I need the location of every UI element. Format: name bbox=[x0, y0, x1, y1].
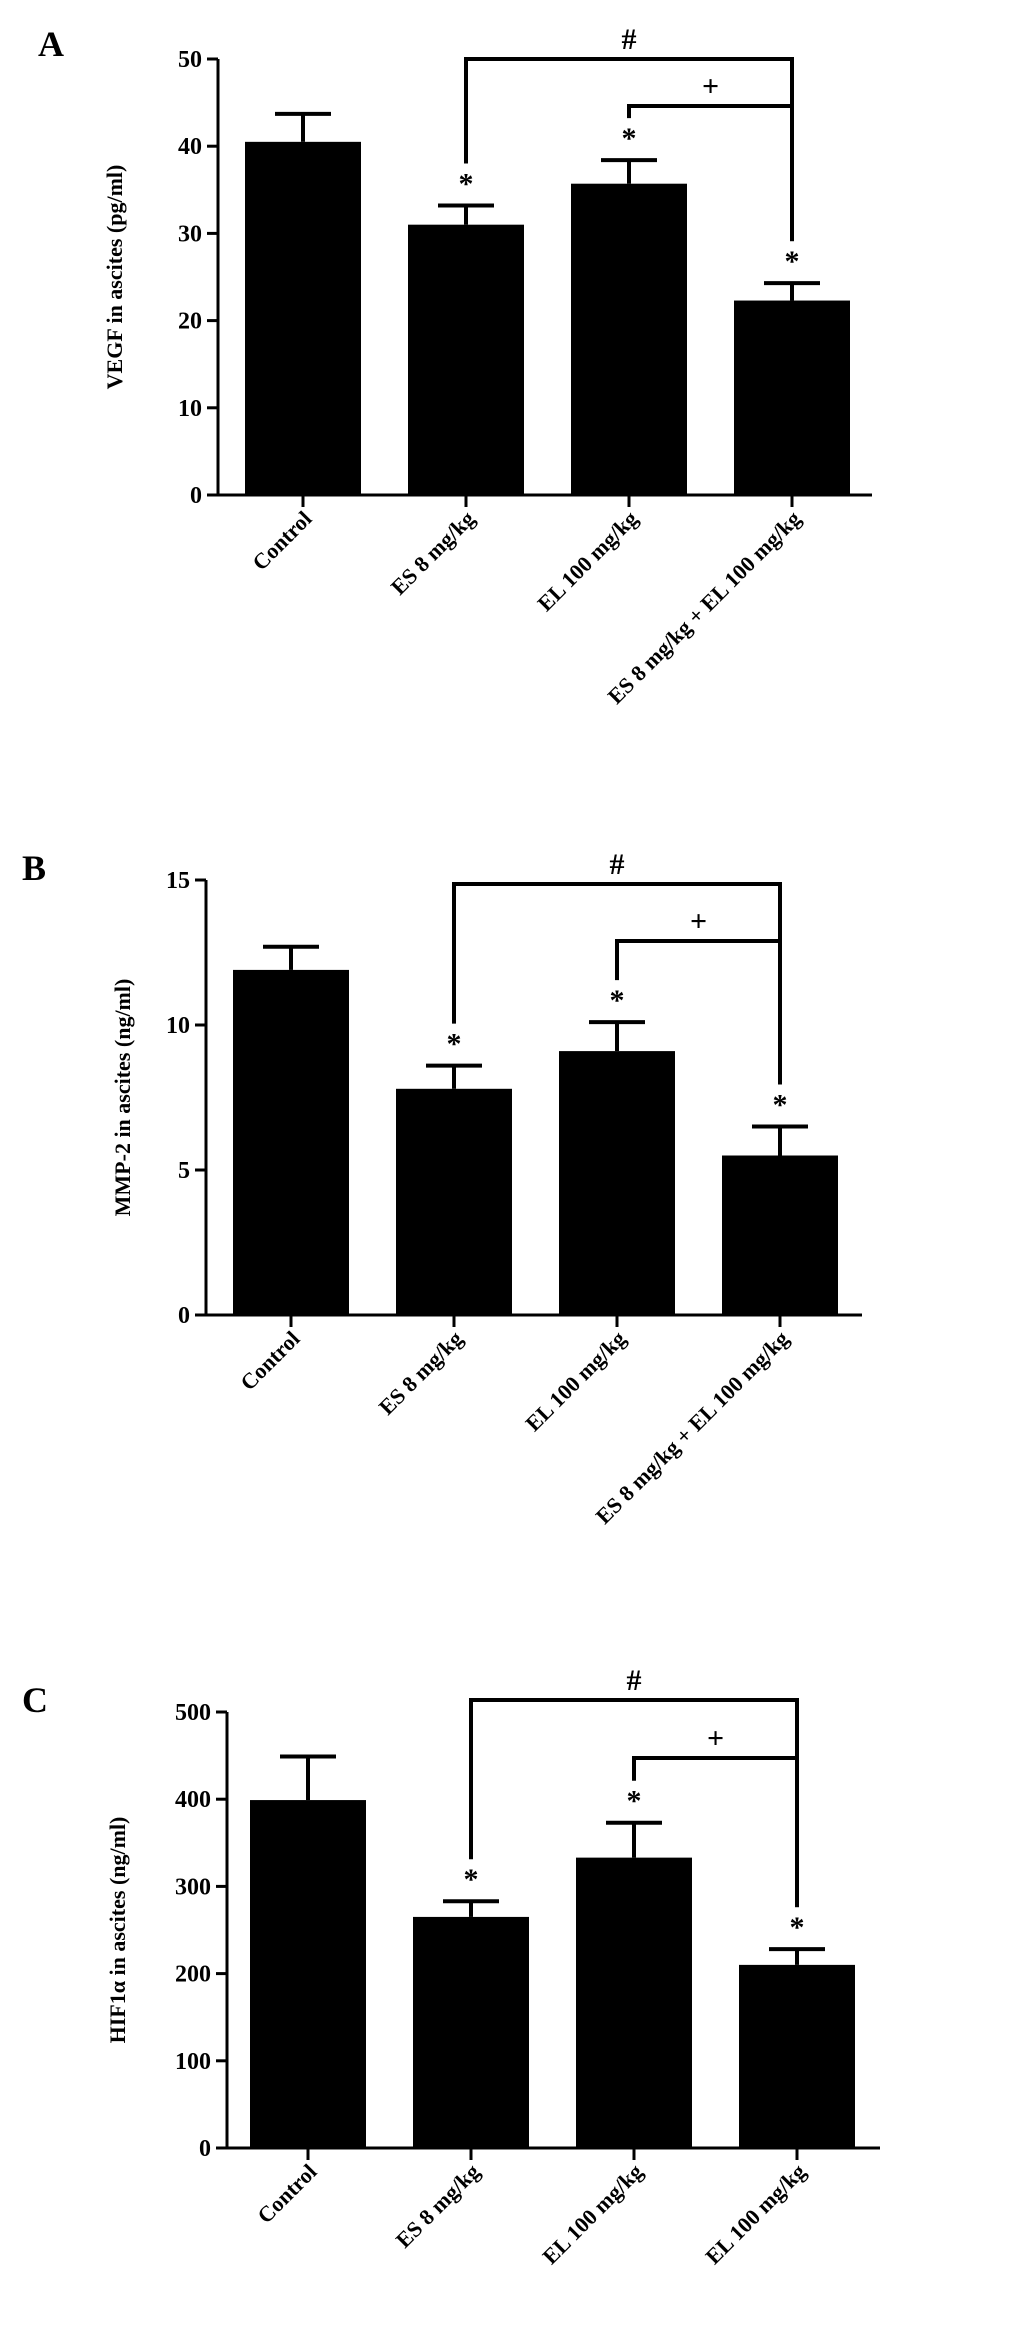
bracket-label: + bbox=[690, 905, 707, 938]
significance-marker: * bbox=[790, 1911, 805, 1944]
y-tick-label: 0 bbox=[178, 1303, 190, 1329]
bar bbox=[408, 224, 524, 495]
category-label: ES 8 mg/kg bbox=[391, 2159, 485, 2253]
category-label: ES 8 mg/kg bbox=[374, 1326, 468, 1420]
panel-label: C bbox=[22, 1680, 48, 1720]
bar bbox=[576, 1857, 692, 2148]
y-tick-label: 20 bbox=[178, 309, 202, 335]
chart-panel-b: B MMP-2 in ascites (ng/ml) 0 5 10 15 Control * E… bbox=[22, 848, 862, 1529]
bar bbox=[559, 1051, 675, 1315]
bar bbox=[571, 183, 687, 496]
significance-marker: * bbox=[459, 167, 474, 200]
y-axis-title: VEGF in ascites (pg/ml) bbox=[102, 165, 127, 390]
comparison-bracket bbox=[627, 104, 794, 242]
bar bbox=[396, 1088, 512, 1315]
significance-marker: * bbox=[785, 245, 800, 278]
significance-marker: * bbox=[773, 1089, 788, 1122]
bracket-label: # bbox=[627, 1664, 642, 1697]
y-tick-label: 0 bbox=[190, 483, 202, 509]
y-tick-label: 50 bbox=[178, 47, 202, 73]
category-label: EL 100 mg/kg bbox=[537, 2159, 647, 2269]
category-label: EL 100 mg/kg bbox=[700, 2159, 810, 2269]
y-tick-label: 400 bbox=[175, 1787, 211, 1813]
bar bbox=[722, 1155, 838, 1315]
bracket-label: # bbox=[610, 848, 625, 881]
bar bbox=[413, 1916, 529, 2148]
chart-panel-a: A VEGF in ascites (pg/ml) 0 10 20 30 40 50 Contr… bbox=[38, 23, 872, 709]
category-label: Control bbox=[252, 2159, 321, 2228]
y-axis-title: HIF1α in ascites (ng/ml) bbox=[105, 1817, 130, 2044]
y-tick-label: 30 bbox=[178, 221, 202, 247]
bar bbox=[734, 300, 850, 495]
category-label: Control bbox=[247, 506, 316, 575]
category-label: ES 8 mg/kg + EL 100 mg/kg bbox=[603, 506, 806, 709]
bracket-label: + bbox=[702, 70, 719, 103]
y-tick-label: 15 bbox=[166, 868, 190, 894]
bar bbox=[245, 141, 361, 495]
category-label: ES 8 mg/kg + EL 100 mg/kg bbox=[591, 1326, 794, 1529]
y-tick-label: 500 bbox=[175, 1700, 211, 1726]
chart-panel-c: C HIF1α in ascites (ng/ml) 0 100 200 300 400 50… bbox=[22, 1664, 880, 2269]
y-tick-label: 100 bbox=[175, 2049, 211, 2075]
significance-marker: * bbox=[447, 1028, 462, 1061]
y-axis-title: MMP-2 in ascites (ng/ml) bbox=[110, 979, 135, 1217]
comparison-bracket bbox=[632, 1756, 799, 1908]
comparison-bracket bbox=[615, 939, 782, 1085]
y-tick-label: 10 bbox=[178, 396, 202, 422]
bracket-label: + bbox=[707, 1722, 724, 1755]
significance-marker: * bbox=[610, 984, 625, 1017]
y-tick-label: 300 bbox=[175, 1874, 211, 1900]
bracket-label: # bbox=[622, 23, 637, 56]
category-label: EL 100 mg/kg bbox=[532, 506, 642, 616]
category-label: EL 100 mg/kg bbox=[520, 1326, 630, 1436]
bar bbox=[250, 1800, 366, 2148]
y-tick-label: 40 bbox=[178, 134, 202, 160]
bar bbox=[233, 969, 349, 1315]
category-label: ES 8 mg/kg bbox=[386, 506, 480, 600]
significance-marker: * bbox=[622, 122, 637, 155]
category-label: Control bbox=[235, 1326, 304, 1395]
y-tick-label: 5 bbox=[178, 1158, 190, 1184]
y-tick-label: 10 bbox=[166, 1013, 190, 1039]
significance-marker: * bbox=[627, 1785, 642, 1818]
y-tick-label: 0 bbox=[199, 2136, 211, 2162]
significance-marker: * bbox=[464, 1863, 479, 1896]
panel-label: B bbox=[22, 848, 46, 888]
bar bbox=[739, 1964, 855, 2148]
panel-label: A bbox=[38, 24, 64, 64]
y-tick-label: 200 bbox=[175, 1962, 211, 1988]
